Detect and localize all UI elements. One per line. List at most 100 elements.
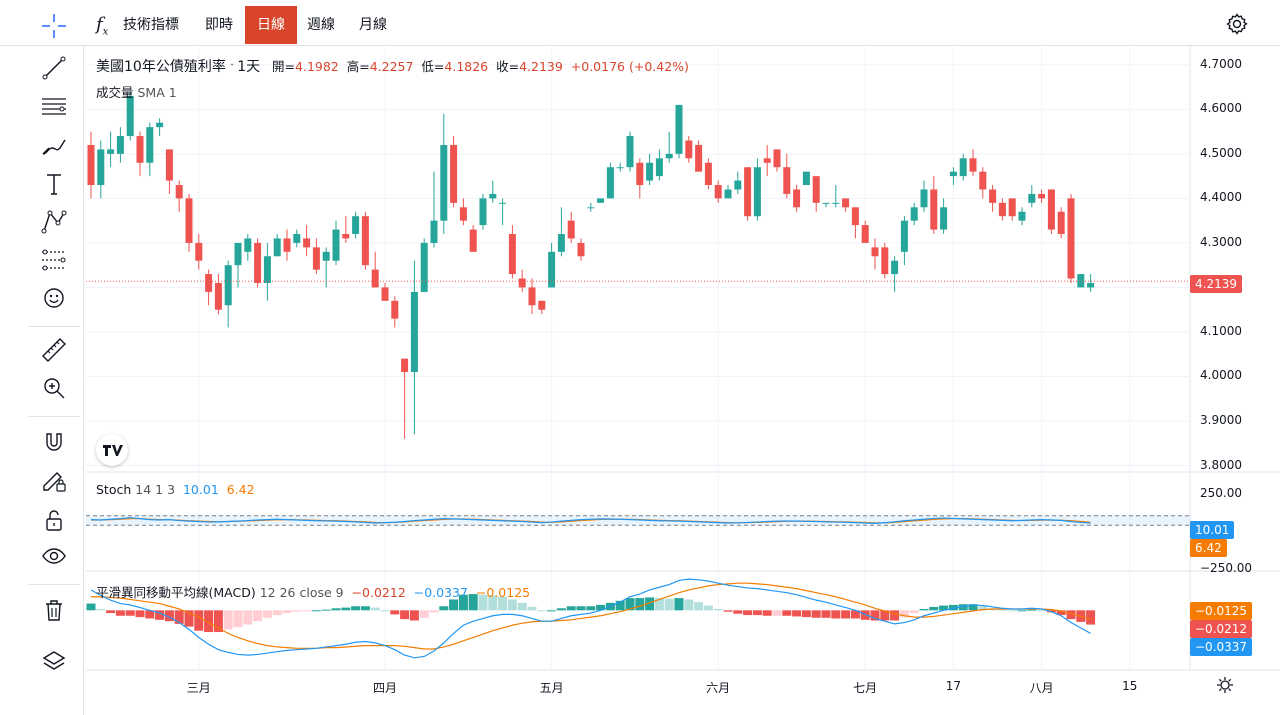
macd-histogram-bar <box>831 610 841 619</box>
lock-drawing-icon[interactable] <box>40 466 68 494</box>
indicators-button[interactable]: 技術指標 <box>123 17 179 33</box>
pattern-icon[interactable] <box>40 208 68 236</box>
candle-body <box>753 167 761 217</box>
candle-body <box>832 202 840 204</box>
high-value: 4.2257 <box>369 59 414 74</box>
horizontal-lines-icon[interactable] <box>40 92 68 120</box>
eye-icon[interactable] <box>40 542 68 570</box>
candle-body <box>303 238 311 248</box>
macd-signal-line <box>91 582 1091 650</box>
crosshair-icon[interactable] <box>40 12 68 40</box>
interval-tab-1[interactable]: 日線 <box>245 6 297 44</box>
time-tick-label: 15 <box>1122 679 1138 693</box>
macd-histogram-bar <box>233 610 243 628</box>
candle-body <box>861 225 869 243</box>
candle-body <box>263 256 271 283</box>
macd-histogram-bar <box>909 610 919 614</box>
close-value: 4.2139 <box>519 59 563 74</box>
candle-body <box>763 158 771 163</box>
trend-line-icon[interactable] <box>40 54 68 82</box>
macd-histogram-bar <box>213 610 223 633</box>
macd-histogram-bar <box>978 606 988 611</box>
macd-histogram-bar <box>507 599 517 611</box>
candle-body <box>165 149 173 181</box>
high-label: 高= <box>346 59 370 74</box>
magnet-icon[interactable] <box>40 428 68 456</box>
candle-body <box>724 189 732 199</box>
candle-body <box>1047 189 1055 230</box>
candle-body <box>205 274 213 292</box>
macd-hist-tag: −0.0212 <box>1190 620 1253 638</box>
candle-body <box>587 207 595 209</box>
prediction-icon[interactable] <box>40 246 68 274</box>
macd-histogram-bar <box>262 610 272 618</box>
macd-histogram-bar <box>997 609 1007 611</box>
interval-tab-3[interactable]: 月線 <box>359 17 387 33</box>
text-icon[interactable] <box>40 170 68 198</box>
stoch-params: 14 1 3 <box>135 482 176 497</box>
macd-histogram-bar <box>880 610 890 621</box>
candle-body <box>812 176 820 203</box>
trash-icon[interactable] <box>40 596 68 624</box>
interval-tab-2[interactable]: 週線 <box>307 17 335 33</box>
candle-body <box>675 104 683 154</box>
stoch-d-tag: 6.42 <box>1190 539 1227 557</box>
macd-histogram-bar <box>282 610 292 614</box>
candle-body <box>234 242 242 266</box>
candle-body <box>1087 282 1095 288</box>
stoch-k-tag: 10.01 <box>1190 521 1235 539</box>
candle-body <box>283 238 291 252</box>
candle-body <box>665 153 673 159</box>
candle-body <box>597 198 605 203</box>
macd-histogram-bar <box>184 610 194 627</box>
interval-tab-0[interactable]: 即時 <box>205 17 233 33</box>
macd-histogram-bar <box>948 604 958 611</box>
price-tick-label: 3.9000 <box>1200 413 1242 428</box>
candle-body <box>989 189 997 203</box>
candle-body <box>1057 211 1065 235</box>
macd-histogram-bar <box>694 602 704 611</box>
ruler-icon[interactable] <box>40 336 68 364</box>
time-settings-icon[interactable] <box>1216 676 1234 694</box>
macd-line <box>90 578 1091 659</box>
divider <box>28 326 80 327</box>
macd-histogram-bar <box>439 606 449 611</box>
object-tree-icon[interactable] <box>40 648 68 676</box>
candle-body <box>254 242 262 283</box>
macd-histogram-bar <box>458 594 468 611</box>
candle-body <box>851 207 859 226</box>
brush-icon[interactable] <box>40 132 68 160</box>
stoch-k-value: 10.01 <box>182 482 219 497</box>
tradingview-logo[interactable] <box>96 434 128 466</box>
macd-histogram-bar <box>958 604 968 611</box>
price-tick-label: 4.6000 <box>1200 101 1242 116</box>
candle-body <box>704 162 712 186</box>
macd-histogram-bar <box>664 598 674 611</box>
macd-histogram-bar <box>890 610 900 621</box>
unlock-icon[interactable] <box>40 506 68 534</box>
candle-body <box>1067 198 1075 279</box>
zoom-in-icon[interactable] <box>40 374 68 402</box>
macd-histogram-bar <box>782 610 792 616</box>
settings-gear-icon[interactable] <box>1225 12 1249 36</box>
macd-histogram-bar <box>752 610 762 616</box>
candle-body <box>352 216 360 235</box>
macd-histogram-bar <box>625 598 635 611</box>
macd-histogram-bar <box>243 610 253 625</box>
candle-body <box>900 220 908 252</box>
macd-histogram-bar <box>253 610 263 622</box>
macd-histogram-bar <box>400 610 410 620</box>
macd-histogram-bar <box>743 610 753 616</box>
candle-body <box>332 229 340 261</box>
indicator-fx-icon[interactable]: fx <box>96 14 109 38</box>
candle-body <box>508 234 516 275</box>
macd-histogram-bar <box>733 610 743 614</box>
macd-histogram-bar <box>302 610 312 612</box>
candle-body <box>361 216 369 266</box>
candle-body <box>342 234 350 239</box>
candle-body <box>616 167 624 169</box>
emoji-icon[interactable] <box>40 284 68 312</box>
macd-histogram-bar <box>1066 610 1076 620</box>
symbol-title: 美國10年公債殖利率 <box>96 59 226 75</box>
